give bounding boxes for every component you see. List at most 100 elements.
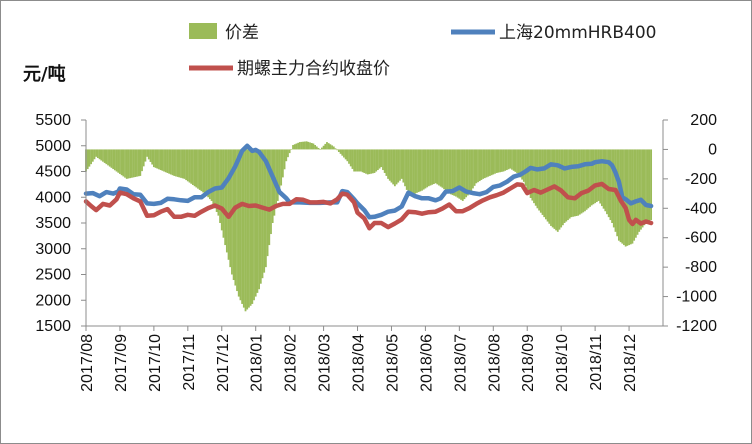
spread-bar [232,149,235,281]
spread-bar [465,149,468,198]
spread-bar [91,149,94,162]
spread-bar [502,149,505,172]
left-axis-ticks: 5500 5000 4500 4000 3500 3000 2500 2000 1500 [35,112,86,335]
spread-bar [202,149,204,193]
left-tick-label: 2000 [35,292,71,309]
spread-bar [169,149,172,175]
spread-bar [473,149,476,186]
x-tick-label: 2018/09 [520,334,537,392]
spread-bar [629,149,632,245]
spread-bar [332,146,335,150]
spread-bar [86,149,89,170]
spread-bar [609,149,612,221]
spread-bar [461,149,464,201]
spread-bar [592,149,595,205]
spread-bar [246,149,249,310]
spread-bar [507,149,510,170]
spread-bar [95,149,98,157]
spread-bar [339,149,342,154]
spread-bar [587,149,590,209]
spread-bar [134,149,137,178]
spread-bar [480,149,483,180]
spread-bar [248,149,250,308]
spread-bar [421,149,423,191]
spread-bar [147,149,150,160]
spread-bar [119,149,121,174]
spread-bar [96,149,99,159]
spread-bar [358,149,361,172]
spread-bar [448,149,451,194]
spread-bar [383,149,386,173]
spread-bar [463,149,466,200]
spread-bar [208,149,211,200]
left-tick-label: 2500 [35,267,71,284]
spread-bar [470,149,473,191]
spread-bar [324,143,327,150]
spread-bar [390,149,393,183]
spread-bar [280,149,283,186]
spread-bar [419,149,422,192]
spread-bar [371,149,374,174]
spread-bar [360,149,362,172]
spread-bar [154,149,157,168]
spread-bar [356,149,359,172]
spread-bar [102,149,104,162]
spread-bar [490,149,493,176]
spread-bar [580,149,583,214]
spread-bar [431,149,434,185]
x-tick-label: 2017/09 [113,334,130,392]
spread-bar [650,149,653,221]
spread-bar [88,149,91,167]
spread-bar [110,149,113,168]
spread-bar [305,141,308,150]
spread-bar [175,149,177,177]
spread-bar [283,149,286,170]
spread-bar [641,149,644,228]
spread-bar [136,149,138,177]
spread-bar [645,149,647,223]
spread-bar [539,149,542,213]
spread-bar [509,149,512,169]
spread-bar [164,149,167,173]
x-tick-label: 2017/12 [215,334,232,392]
spread-bar [149,149,152,162]
spread-bar [597,149,600,201]
spread-bar [545,149,547,220]
spread-bar [197,149,199,189]
spread-bar [190,149,193,184]
spread-bar [139,149,142,176]
left-tick-label: 5000 [35,138,71,155]
spread-bar [553,149,556,229]
spread-bar [561,149,564,226]
price-lines [83,143,654,231]
spread-bar [234,149,237,286]
spread-bar [416,149,418,193]
spread-bar [168,149,171,174]
spread-bar [200,149,203,192]
left-tick-label: 3500 [35,215,71,232]
spread-bar [183,149,186,179]
spread-bar [112,149,115,170]
spread-bar [361,149,364,173]
spread-bar [124,149,126,178]
spread-bar [595,149,598,203]
spread-bar [455,149,457,197]
spread-bar [626,149,629,246]
spread-bar [500,149,503,172]
spread-bar [285,149,288,162]
spread-bar [181,149,184,179]
x-tick-label: 2018/12 [622,334,639,392]
spread-bar [185,149,188,181]
spread-bar [225,149,228,253]
spread-bar [392,149,395,185]
left-tick-label: 1500 [35,318,71,335]
spread-bar [446,149,449,193]
spread-bar [351,149,354,169]
spread-bar [173,149,176,176]
spread-bar [263,149,266,273]
spread-bar [259,149,262,284]
spread-bar [414,149,417,194]
spread-bar [387,149,389,179]
spread-bar [236,149,238,292]
spread-bar [258,149,260,290]
